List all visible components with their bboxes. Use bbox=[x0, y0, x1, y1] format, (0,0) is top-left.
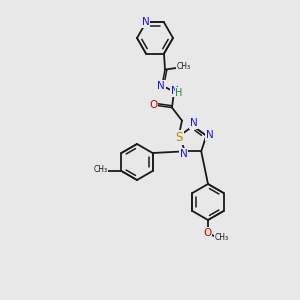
Text: CH₃: CH₃ bbox=[215, 233, 229, 242]
Text: CH₃: CH₃ bbox=[177, 62, 191, 71]
Text: O: O bbox=[149, 100, 157, 110]
Text: N: N bbox=[142, 17, 149, 27]
Text: H: H bbox=[175, 88, 183, 98]
Text: N: N bbox=[190, 118, 197, 128]
Text: N: N bbox=[206, 130, 214, 140]
Text: N: N bbox=[180, 149, 188, 159]
Text: N: N bbox=[157, 81, 165, 91]
Text: CH₃: CH₃ bbox=[93, 166, 107, 175]
Text: S: S bbox=[175, 131, 183, 144]
Text: N: N bbox=[171, 86, 179, 96]
Text: O: O bbox=[203, 228, 211, 238]
